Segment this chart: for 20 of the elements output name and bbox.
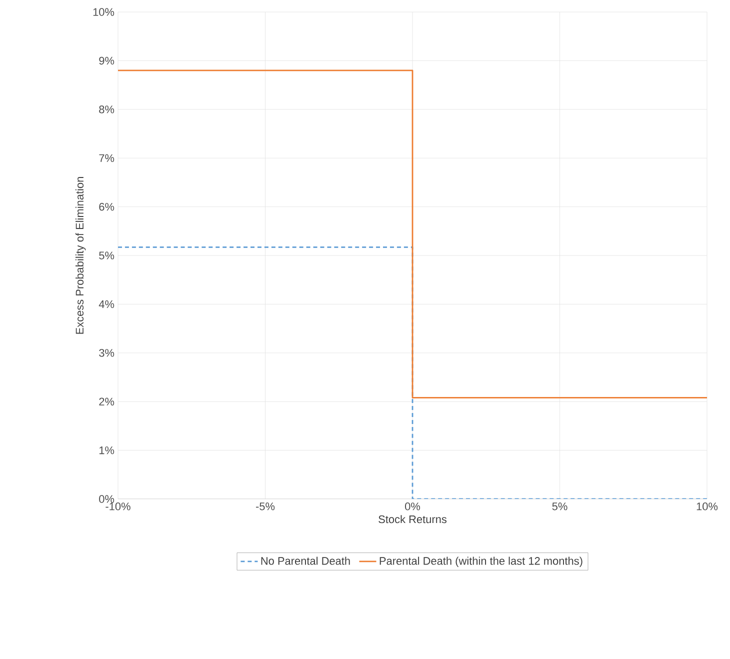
y-tick-label: 6% bbox=[99, 202, 114, 211]
y-tick-label: 1% bbox=[99, 446, 114, 454]
y-axis-title: Excess Probability of Elimination bbox=[75, 177, 86, 334]
y-tick-label: 10% bbox=[93, 8, 114, 16]
x-tick-label: 10% bbox=[696, 502, 718, 510]
y-tick-label: 8% bbox=[99, 106, 114, 114]
x-tick-label: -10% bbox=[106, 502, 130, 510]
x-axis-title: Stock Returns bbox=[378, 515, 446, 524]
y-tick-label: 9% bbox=[99, 56, 114, 65]
x-tick-label: 0% bbox=[405, 502, 420, 510]
x-tick-label: -5% bbox=[256, 502, 275, 510]
y-tick-label: 5% bbox=[99, 252, 114, 260]
y-tick-label: 4% bbox=[98, 300, 114, 308]
y-tick-label: 3% bbox=[99, 349, 114, 357]
x-tick-label: 5% bbox=[552, 502, 568, 510]
y-tick-label: 7% bbox=[99, 154, 114, 162]
y-tick-label: 2% bbox=[99, 398, 114, 406]
legend-label: No Parental Death bbox=[261, 556, 350, 565]
legend-label: Parental Death (within the last 12 months) bbox=[380, 556, 582, 567]
y-tick-label: 0% bbox=[99, 495, 114, 503]
